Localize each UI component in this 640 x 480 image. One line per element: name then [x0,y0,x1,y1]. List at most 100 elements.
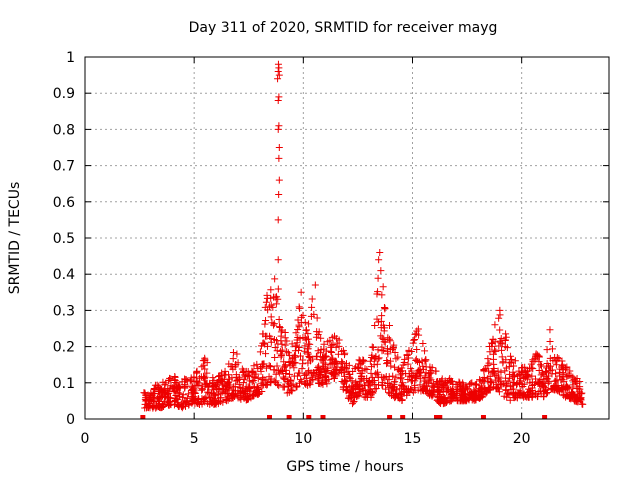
data-point [507,352,515,360]
data-point [367,393,375,401]
data-point [490,365,498,373]
data-point [375,354,383,362]
data-point [511,357,519,365]
data-point [275,93,283,101]
zero-marker [480,415,486,419]
data-point [304,359,312,367]
data-point [328,349,336,357]
data-point [275,144,283,151]
data-point [535,352,543,360]
data-point [352,378,360,386]
data-point [394,353,402,361]
data-point [153,381,161,389]
data-point [569,383,577,391]
data-point [497,368,505,376]
data-point [401,355,409,363]
data-point [449,385,457,393]
data-point [412,357,420,365]
data-point [165,377,173,385]
data-point [282,370,290,378]
data-point [281,363,289,371]
data-point [372,370,380,378]
data-point [487,378,495,386]
data-point [548,345,556,353]
y-tick-label: 0.4 [53,267,75,283]
plot-frame [84,56,610,420]
data-point [306,379,314,387]
data-point [206,393,214,401]
data-point [175,393,183,401]
data-point [378,291,386,299]
data-point [415,369,423,377]
data-point [315,362,323,370]
data-point [363,366,371,374]
data-point [332,371,340,379]
data-point [393,386,401,394]
data-point [270,366,278,374]
data-point [567,372,575,380]
data-point [463,385,471,393]
data-point [257,367,265,375]
data-point [203,369,211,377]
data-point [150,399,158,407]
data-point [161,392,169,400]
data-point [533,353,541,361]
data-point [159,400,167,408]
data-point [548,370,556,378]
data-point [238,365,246,373]
data-point [410,336,418,344]
data-point [383,357,391,365]
data-point [524,371,532,379]
data-point [286,370,294,378]
data-point [274,381,282,389]
data-point [288,386,296,394]
data-point [270,320,278,328]
data-point [334,350,342,358]
data-point [501,337,509,345]
data-point [213,385,221,393]
zero-marker [437,415,443,419]
data-point [524,392,532,400]
data-point [327,348,335,356]
data-point [292,359,300,367]
data-point [390,385,398,393]
data-point [546,338,554,346]
data-point [249,369,257,377]
data-point [421,372,429,380]
data-point [233,350,241,358]
data-point [229,355,237,363]
data-point [171,395,179,403]
y-axis-label: SRMTID / TECUs [7,182,23,295]
data-point [278,346,286,354]
data-point [307,312,315,320]
data-point [507,358,515,366]
data-point [501,367,509,375]
data-point [494,367,502,375]
data-point [540,393,548,401]
data-point [318,379,326,387]
data-point [317,334,325,342]
data-point [213,379,221,387]
data-point [516,387,524,395]
data-point [427,367,435,375]
data-point [332,343,340,351]
data-point [159,378,167,386]
data-point [274,256,282,264]
data-point [224,396,232,404]
data-point [171,379,179,387]
data-point [387,362,395,370]
data-point [314,375,322,383]
data-point [263,342,271,350]
x-tick-label: 15 [404,431,422,447]
data-point [495,388,503,396]
data-point [553,376,561,384]
data-point [485,386,493,394]
data-point [510,373,518,381]
data-point [379,283,387,291]
data-point [301,334,309,342]
data-point [149,390,157,398]
data-point [384,379,392,387]
data-point [509,368,517,376]
data-point [359,387,367,395]
data-point [414,325,422,333]
